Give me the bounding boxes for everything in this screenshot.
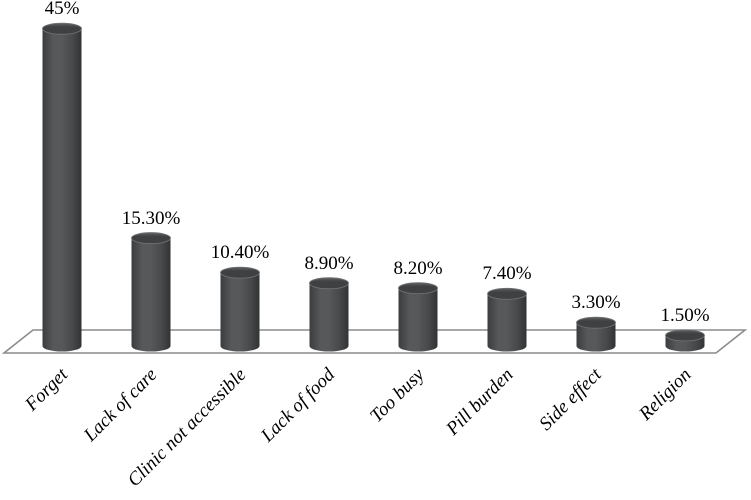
bar-cylinder-1 [42,22,82,352]
data-label-3: 10.40% [210,242,270,264]
bar-cylinder-7 [576,316,616,352]
cylinder-cap [220,266,260,279]
data-label-8: 1.50% [660,304,710,326]
cylinder-body [576,322,616,352]
cylinder-body [487,293,527,352]
cylinder-cap [42,22,82,35]
bar-cylinder-6 [487,287,527,352]
data-label-1: 45% [44,0,80,20]
bar-cylinder-3 [220,266,260,352]
cylinder-cap [131,232,171,245]
cylinder-body [309,283,349,352]
cylinder-body [131,238,171,352]
cylinder-cap [487,287,527,300]
cylinder-cap [398,282,438,295]
bar-cylinder-2 [131,232,171,352]
cylinder-body [398,288,438,352]
cylinder-cap [665,329,705,342]
data-label-7: 3.30% [571,292,621,314]
bar-cylinder-4 [309,277,349,352]
data-label-2: 15.30% [121,207,181,229]
chart-floor [1,329,748,354]
bar-cylinder-8 [665,329,705,352]
data-label-5: 8.20% [393,257,443,279]
data-label-6: 7.40% [482,263,532,285]
bar-cylinder-5 [398,282,438,352]
cylinder-cap [309,277,349,290]
cylinder-body [220,272,260,352]
data-label-4: 8.90% [304,252,354,274]
cylinder-body [42,28,82,352]
cylinder-cap [576,316,616,329]
